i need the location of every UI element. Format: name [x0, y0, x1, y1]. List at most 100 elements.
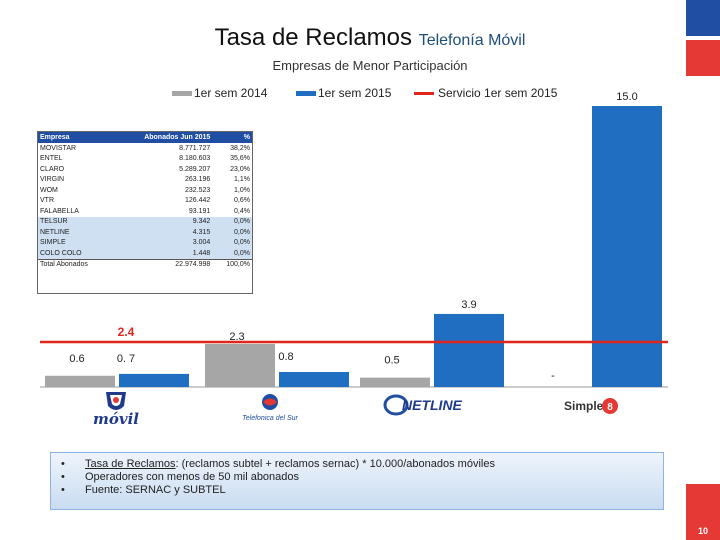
table-cell-abonados: 8.771.727 — [179, 144, 211, 152]
bar-2015-0 — [119, 373, 189, 387]
notes-box: • Tasa de Reclamos: (reclamos subtel + re… — [50, 452, 664, 510]
bar-2014-0 — [45, 375, 115, 387]
flag-blue-block — [686, 0, 720, 36]
bar-value-label: 2.3 — [229, 331, 244, 343]
table-cell-empresa: SIMPLE — [38, 237, 113, 248]
netline-logo-icon: NETLINE — [383, 394, 463, 416]
table-cell-empresa: TELSUR — [38, 216, 113, 227]
table-cell-percent: 100,0% — [212, 258, 252, 270]
table-cell-empresa: COLO COLO — [38, 248, 113, 259]
table-row: VTR 126.442 0,6% — [38, 196, 252, 207]
table-cell-abonados: 9.342 — [112, 216, 213, 227]
colocolo-logo-text: móvil — [93, 410, 139, 428]
page-title: Tasa de Reclamos Telefonía Móvil — [0, 24, 720, 52]
table-row: Total Abonados 22.974.998 100,0% — [38, 258, 252, 270]
table-row: WOM 232.523 1,0% — [38, 185, 252, 196]
bar-value-label: 3.9 — [461, 299, 476, 311]
missing-value-label: - — [551, 370, 555, 382]
table-cell-percent: 0,4% — [234, 207, 250, 215]
table-cell-abonados: 1.448 — [112, 248, 213, 259]
table-row: FALABELLA 93.191 0,4% — [38, 206, 252, 217]
colocolo-shield-icon: móvil — [93, 392, 139, 428]
title-main: Tasa de Reclamos — [214, 24, 413, 51]
telsur-logo-text: Telefonica del Sur — [242, 415, 298, 422]
table-row: SIMPLE 3.004 0,0% — [38, 237, 252, 248]
bar-value-label: 15.0 — [616, 91, 637, 103]
table-cell-percent: 0,0% — [212, 248, 252, 259]
simple-logo-text: Simple — [564, 399, 604, 413]
table-row: ENTEL 8.180.603 35,6% — [38, 154, 252, 165]
simple-logo: Simple 8 — [564, 396, 624, 416]
table-cell-abonados: 93.191 — [188, 207, 211, 215]
table-header-abonados: Abonados Jun 2015 — [112, 132, 213, 143]
table-cell-empresa: WOM — [40, 186, 58, 194]
simple-logo-icon: Simple 8 — [564, 398, 618, 414]
bar-2014-2 — [360, 377, 430, 387]
legend-swatch-2014 — [172, 91, 192, 97]
svg-text:8: 8 — [607, 402, 613, 413]
flag-red-block — [686, 40, 720, 76]
table-cell-empresa: CLARO — [40, 165, 65, 173]
netline-logo-text: NETLINE — [402, 397, 463, 413]
table-row: NETLINE 4.315 0,0% — [38, 227, 252, 238]
bar-value-label: 0.8 — [278, 351, 293, 363]
netline-logo: NETLINE — [382, 392, 482, 418]
legend-swatch-2015 — [296, 91, 316, 97]
table-cell-empresa: MOVISTAR — [40, 144, 77, 152]
table-cell-percent: 0,0% — [212, 237, 252, 248]
table-row: CLARO 5.289.207 23,0% — [38, 164, 252, 175]
table-cell-percent: 35,6% — [230, 155, 250, 163]
title-sub: Telefonía Móvil — [418, 32, 526, 49]
table-row: VIRGIN 263.196 1,1% — [38, 175, 252, 186]
note-formula-label: Tasa de Reclamos — [85, 458, 176, 470]
bar-2014-1 — [205, 343, 275, 387]
table-cell-abonados: 22.974.998 — [112, 258, 213, 270]
table-cell-abonados: 232.523 — [185, 186, 211, 194]
telsur-logo-icon: Telefonica del Sur — [242, 394, 299, 422]
table-cell-percent: 38,2% — [230, 144, 250, 152]
table-cell-percent: 1,1% — [234, 176, 250, 184]
table-cell-abonados: 8.180.603 — [179, 155, 211, 163]
table-row: MOVISTAR 8.771.727 38,2% — [38, 143, 252, 154]
table-cell-abonados: 4.315 — [112, 227, 213, 238]
note-source: • Fuente: SERNAC y SUBTEL — [61, 484, 226, 496]
servicio-line-label: 2.4 — [118, 325, 135, 339]
legend-item-servicio: Servicio 1er sem 2015 — [414, 86, 557, 100]
bar-value-label: 0.6 — [69, 353, 84, 365]
note-formula: • Tasa de Reclamos: (reclamos subtel + re… — [61, 458, 495, 470]
table-cell-empresa: ENTEL — [40, 155, 63, 163]
legend-line-servicio — [414, 92, 434, 96]
bar-2015-2 — [434, 313, 504, 387]
table-cell-abonados: 5.289.207 — [179, 165, 211, 173]
table-cell-abonados: 3.004 — [112, 237, 213, 248]
table-cell-empresa: Total Abonados — [38, 258, 113, 270]
table-row: TELSUR 9.342 0,0% — [38, 216, 252, 227]
table-cell-percent: 0,6% — [234, 197, 250, 205]
table-cell-empresa: VTR — [40, 197, 54, 205]
bar-2015-3 — [592, 106, 662, 387]
legend-item-2015: 1er sem 2015 — [296, 86, 391, 100]
flag-decoration — [686, 0, 720, 76]
table-cell-abonados: 126.442 — [185, 197, 211, 205]
bottom-red-tab: 10 — [686, 484, 720, 540]
table-cell-percent: 0,0% — [212, 227, 252, 238]
bar-value-label: 0.5 — [384, 355, 399, 367]
chart-subtitle: Empresas de Menor Participación — [272, 58, 468, 73]
table-cell-percent: 23,0% — [230, 165, 250, 173]
bar-2015-1 — [279, 372, 349, 387]
table-header-empresa: Empresa — [38, 132, 113, 143]
legend-item-2014: 1er sem 2014 — [172, 86, 267, 100]
bar-value-label: 0. 7 — [117, 353, 135, 365]
subscribers-table: Empresa Abonados Jun 2015 % MOVISTAR 8.77… — [37, 131, 253, 294]
note-formula-text: : (reclamos subtel + reclamos sernac) * … — [175, 458, 495, 470]
table-cell-abonados: 263.196 — [185, 176, 211, 184]
table-header-percent: % — [212, 132, 252, 143]
colocolo-logo: móvil — [84, 388, 148, 428]
table-cell-percent: 1,0% — [234, 186, 250, 194]
page-number: 10 — [697, 526, 708, 536]
table-cell-empresa: NETLINE — [38, 227, 113, 238]
table-cell-percent: 0,0% — [212, 216, 252, 227]
telsur-logo: Telefonica del Sur — [230, 392, 310, 426]
table-row: COLO COLO 1.448 0,0% — [38, 248, 252, 259]
